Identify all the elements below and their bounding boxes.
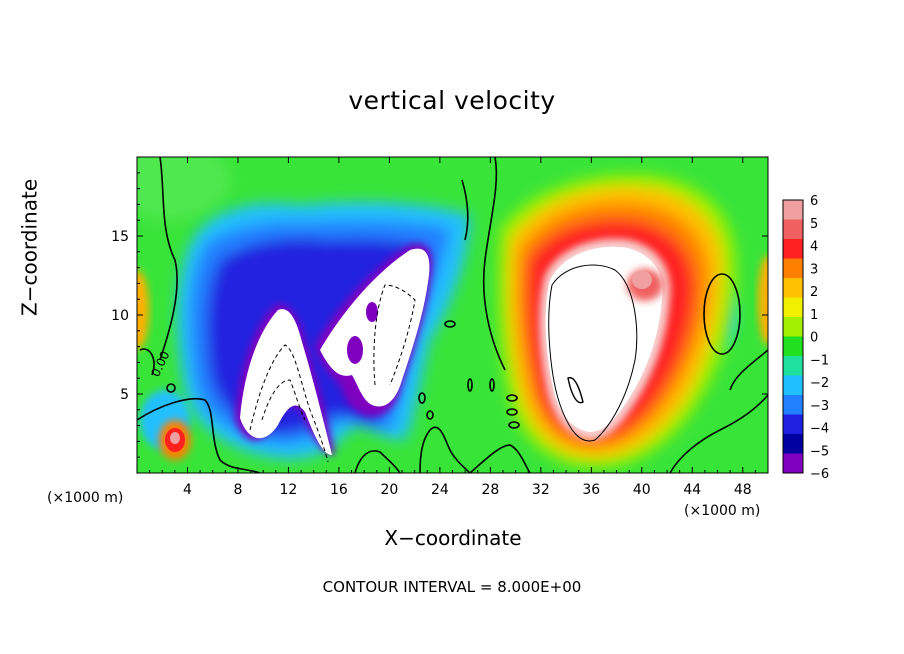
- x-unit-label-left: (×1000 m): [47, 490, 124, 506]
- x-tick-label: 20: [380, 482, 398, 498]
- colorbar-label: −5: [810, 444, 829, 459]
- y-tick-label: 10: [111, 308, 129, 324]
- x-tick-label: 24: [431, 482, 449, 498]
- x-tick-label: 12: [280, 482, 298, 498]
- colorbar-swatch: [783, 219, 803, 240]
- colorbar-swatch: [783, 434, 803, 454]
- colorbar-label: −3: [810, 399, 829, 414]
- colorbar: 6 5 4 3 2 1 0 −1 −2 −3 −4 −5 −6: [782, 194, 829, 482]
- x-axis-ticks: 4 8 12 16 20 24 28 32 36 40 44 48: [149, 157, 756, 498]
- x-tick-label: 40: [633, 482, 651, 498]
- x-axis-label: X−coordinate: [384, 526, 522, 550]
- x-tick-label: 8: [233, 482, 242, 498]
- y-tick-label: 5: [120, 387, 129, 403]
- colorbar-swatch: [783, 297, 803, 318]
- x-tick-label: 44: [683, 482, 701, 498]
- colorbar-label: −2: [810, 376, 829, 391]
- x-tick-label: 48: [734, 482, 752, 498]
- colorbar-label: 5: [810, 217, 818, 232]
- y-tick-label: 15: [111, 229, 129, 245]
- colorbar-swatch: [783, 375, 803, 396]
- x-tick-label: 16: [330, 482, 348, 498]
- colorbar-label: 1: [810, 308, 818, 323]
- colorbar-label: 4: [810, 240, 818, 255]
- colorbar-swatch: [783, 258, 803, 279]
- colorbar-label: 2: [810, 285, 818, 300]
- x-tick-label: 28: [481, 482, 499, 498]
- colorbar-label: 6: [810, 194, 818, 209]
- colorbar-swatch: [783, 239, 803, 259]
- colorbar-swatch: [783, 356, 803, 376]
- chart-title: vertical velocity: [348, 86, 556, 115]
- x-tick-label: 4: [183, 482, 192, 498]
- colorbar-label: −6: [810, 467, 829, 482]
- colorbar-swatch: [783, 278, 803, 298]
- contour-interval-note: CONTOUR INTERVAL = 8.000E+00: [322, 578, 582, 596]
- colorbar-frame: [782, 199, 804, 474]
- colorbar-label: 0: [810, 331, 818, 346]
- colorbar-label: −1: [810, 353, 829, 368]
- colorbar-swatch: [783, 336, 803, 357]
- colorbar-swatch: [783, 200, 803, 220]
- colorbar-label: 3: [810, 262, 818, 277]
- colorbar-swatch: [783, 317, 803, 337]
- colorbar-swatch: [783, 414, 803, 435]
- colorbar-swatch: [783, 395, 803, 415]
- velocity-field: 0.00: [137, 157, 768, 473]
- x-tick-label: 36: [582, 482, 600, 498]
- x-unit-label-right: (×1000 m): [684, 503, 761, 519]
- x-tick-label: 32: [532, 482, 550, 498]
- colorbar-label: −4: [810, 422, 829, 437]
- colorbar-swatch: [783, 453, 803, 474]
- y-axis-ticks: 5 10 15: [111, 172, 768, 458]
